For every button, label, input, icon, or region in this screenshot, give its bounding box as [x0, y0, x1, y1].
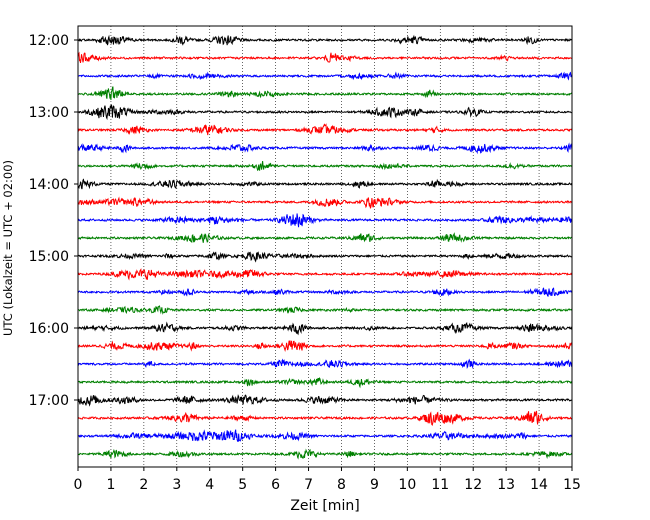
x-tick-label: 5: [238, 477, 247, 493]
x-tick-label: 6: [271, 477, 280, 493]
x-axis-ticks: 0 1 2 3 4 5 6 7 8 9 10 11 12 13 14 15: [74, 467, 581, 493]
trace-1315: [77, 123, 573, 136]
x-tick-label: 10: [398, 477, 416, 493]
y-tick-label: 17:00: [29, 393, 69, 409]
trace-1245: [77, 86, 573, 101]
trace-1715: [77, 410, 573, 427]
trace-1545: [77, 305, 573, 315]
trace-1700: [77, 394, 573, 407]
trace-1345: [77, 160, 573, 172]
trace-1745: [77, 448, 573, 460]
x-tick-label: 12: [464, 477, 482, 493]
y-tick-label: 16:00: [29, 321, 69, 337]
trace-1615: [77, 340, 573, 352]
trace-1515: [77, 268, 573, 281]
y-tick-label: 12:00: [29, 33, 69, 49]
trace-1400: [77, 178, 573, 190]
x-tick-label: 3: [172, 477, 181, 493]
x-tick-label: 8: [337, 477, 346, 493]
x-tick-label: 15: [563, 477, 581, 493]
x-tick-label: 7: [304, 477, 313, 493]
x-tick-label: 9: [370, 477, 379, 493]
x-tick-label: 13: [497, 477, 515, 493]
plot-frame: [77, 25, 573, 468]
x-tick-label: 4: [205, 477, 214, 493]
trace-1445: [77, 232, 573, 243]
y-tick-label: 13:00: [29, 105, 69, 121]
x-tick-label: 2: [139, 477, 148, 493]
x-tick-label: 1: [106, 477, 115, 493]
trace-1330: [77, 142, 573, 155]
seismic-traces: [77, 34, 573, 460]
x-tick-label: 0: [74, 477, 83, 493]
trace-1500: [77, 251, 573, 263]
trace-1215: [77, 51, 573, 63]
y-tick-label: 15:00: [29, 249, 69, 265]
x-axis-label: Zeit [min]: [290, 498, 359, 514]
trace-1730: [77, 429, 573, 443]
trace-1415: [77, 196, 573, 209]
trace-1430: [77, 213, 573, 228]
trace-1300: [77, 104, 573, 121]
x-tick-label: 14: [530, 477, 548, 493]
trace-1645: [77, 376, 573, 389]
trace-1530: [77, 287, 573, 297]
trace-1630: [77, 358, 573, 369]
y-axis-ticks: 12:00 13:00 14:00 15:00 16:00 17:00: [29, 33, 78, 409]
trace-1200: [77, 34, 573, 46]
y-tick-label: 14:00: [29, 177, 69, 193]
y-axis-label: UTC (Lokalzeit = UTC + 02:00): [1, 160, 15, 336]
trace-1600: [77, 321, 573, 336]
trace-1230: [77, 71, 573, 81]
x-tick-label: 11: [431, 477, 449, 493]
